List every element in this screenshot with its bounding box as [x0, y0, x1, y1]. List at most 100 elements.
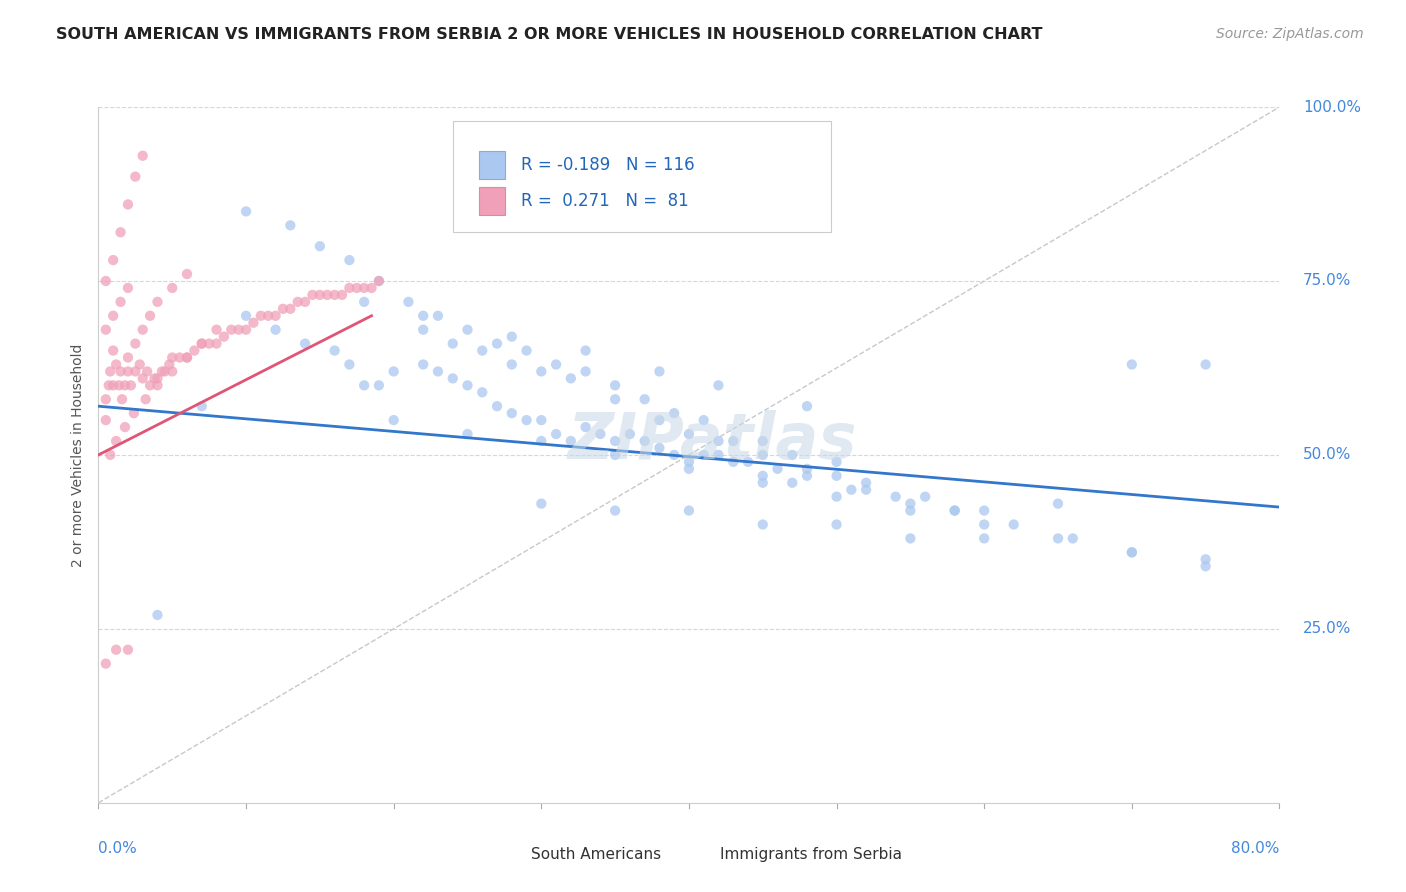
Point: [589, 427, 612, 442]
Point: [309, 288, 332, 302]
Point: [751, 517, 773, 532]
Point: [150, 364, 173, 378]
Point: [212, 329, 235, 343]
Point: [1062, 532, 1084, 546]
Point: [228, 323, 250, 337]
Point: [560, 434, 582, 448]
Text: R = -0.189   N = 116: R = -0.189 N = 116: [522, 156, 695, 174]
Point: [139, 378, 162, 392]
Point: [122, 406, 145, 420]
Point: [544, 358, 567, 372]
Point: [678, 427, 700, 442]
Point: [191, 336, 214, 351]
Point: [132, 149, 155, 163]
Point: [346, 281, 368, 295]
Text: 100.0%: 100.0%: [1303, 100, 1361, 114]
Point: [183, 343, 205, 358]
Point: [98, 448, 121, 462]
Point: [619, 427, 641, 442]
Point: [250, 309, 273, 323]
Point: [98, 364, 121, 378]
Point: [278, 219, 302, 233]
Point: [737, 455, 759, 469]
Point: [664, 448, 686, 462]
Point: [693, 448, 716, 462]
FancyBboxPatch shape: [478, 187, 505, 215]
Point: [1002, 517, 1025, 532]
Point: [530, 364, 553, 378]
Point: [368, 274, 391, 288]
Point: [368, 274, 391, 288]
Point: [176, 351, 198, 365]
Point: [412, 323, 434, 337]
Point: [605, 448, 627, 462]
Text: SOUTH AMERICAN VS IMMIGRANTS FROM SERBIA 2 OR MORE VEHICLES IN HOUSEHOLD CORRELA: SOUTH AMERICAN VS IMMIGRANTS FROM SERBIA…: [56, 27, 1043, 42]
Point: [294, 294, 316, 309]
Point: [198, 336, 221, 351]
Point: [471, 385, 494, 400]
Point: [157, 358, 180, 372]
Point: [456, 378, 478, 392]
Text: Immigrants from Serbia: Immigrants from Serbia: [720, 847, 901, 862]
Point: [782, 448, 804, 462]
Point: [574, 420, 596, 434]
Point: [162, 364, 183, 378]
Point: [235, 323, 257, 337]
Point: [973, 517, 995, 532]
Point: [382, 413, 405, 427]
FancyBboxPatch shape: [453, 121, 831, 232]
Point: [1121, 358, 1143, 372]
Point: [114, 378, 136, 392]
Point: [103, 309, 125, 323]
Text: R =  0.271   N =  81: R = 0.271 N = 81: [522, 192, 689, 210]
Point: [103, 343, 125, 358]
Point: [1046, 497, 1069, 511]
Point: [94, 392, 117, 407]
Point: [120, 378, 142, 392]
Point: [441, 371, 464, 385]
Point: [471, 343, 494, 358]
Point: [530, 413, 553, 427]
Point: [633, 434, 655, 448]
Point: [530, 434, 553, 448]
Point: [973, 503, 995, 517]
Point: [176, 351, 198, 365]
Point: [117, 197, 139, 211]
Point: [855, 475, 877, 490]
Text: South Americans: South Americans: [530, 847, 661, 862]
Y-axis label: 2 or more Vehicles in Household: 2 or more Vehicles in Household: [72, 343, 86, 566]
Point: [117, 642, 139, 657]
Point: [301, 288, 323, 302]
Point: [94, 413, 117, 427]
Point: [337, 253, 360, 268]
Point: [914, 490, 936, 504]
Text: 0.0%: 0.0%: [98, 841, 138, 856]
Point: [124, 169, 146, 184]
Point: [427, 309, 450, 323]
Point: [441, 336, 464, 351]
FancyBboxPatch shape: [501, 846, 523, 863]
Point: [412, 309, 434, 323]
Point: [169, 351, 191, 365]
Point: [605, 434, 627, 448]
Point: [456, 323, 478, 337]
Point: [132, 371, 155, 385]
Point: [751, 448, 773, 462]
Point: [396, 294, 419, 309]
Point: [1121, 545, 1143, 559]
Point: [103, 378, 125, 392]
Point: [633, 392, 655, 407]
Point: [353, 378, 375, 392]
Point: [515, 343, 537, 358]
Point: [278, 301, 302, 316]
Point: [693, 413, 716, 427]
Point: [105, 642, 128, 657]
Point: [128, 358, 150, 372]
Point: [839, 483, 862, 497]
Point: [264, 323, 287, 337]
Point: [205, 323, 228, 337]
Point: [1195, 358, 1218, 372]
Point: [264, 309, 287, 323]
Point: [501, 329, 523, 343]
Text: 75.0%: 75.0%: [1303, 274, 1351, 288]
